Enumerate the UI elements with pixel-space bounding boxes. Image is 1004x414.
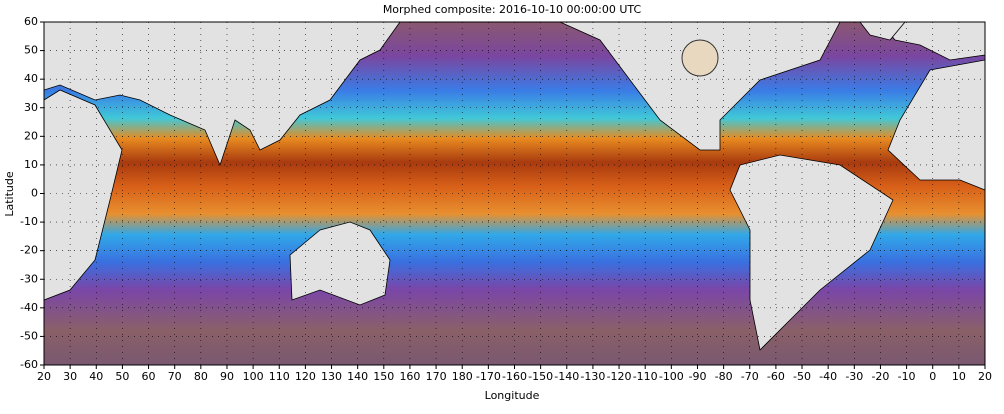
lon-tick-label: -140 <box>554 370 579 383</box>
lon-tick-label: -100 <box>659 370 684 383</box>
lat-tick-label: -10 <box>20 215 38 228</box>
lon-tick-label: 30 <box>63 370 77 383</box>
lat-tick-label: 20 <box>24 129 38 142</box>
north-america <box>559 21 841 151</box>
lon-tick-label: -160 <box>502 370 527 383</box>
lon-tick-label: 40 <box>89 370 103 383</box>
lon-tick-label: 90 <box>220 370 234 383</box>
lon-tick-label: 180 <box>452 370 473 383</box>
lat-tick-label: -20 <box>20 244 38 257</box>
x-axis-label: Longitude <box>485 389 540 402</box>
africa-east <box>43 89 123 301</box>
lon-tick-label: 70 <box>168 370 182 383</box>
lon-tick-label: -50 <box>793 370 811 383</box>
lon-tick-label: -90 <box>688 370 706 383</box>
lon-tick-label: -130 <box>580 370 605 383</box>
lat-ticks: 60 50 40 30 20 10 0 -10 -20 -30 -40 -50 -60 <box>20 15 44 371</box>
lon-tick-label: -20 <box>871 370 889 383</box>
lon-tick-label: 100 <box>243 370 264 383</box>
lon-tick-label: -30 <box>845 370 863 383</box>
lon-tick-label: 20 <box>978 370 992 383</box>
lon-tick-label: -70 <box>741 370 759 383</box>
lon-tick-label: 150 <box>373 370 394 383</box>
logo <box>681 39 719 77</box>
eurasia <box>43 21 401 167</box>
lon-tick-label: -40 <box>819 370 837 383</box>
lon-tick-label: 50 <box>115 370 129 383</box>
lon-tick-label: -10 <box>898 370 916 383</box>
africa-west <box>887 59 986 191</box>
lon-tick-label: -80 <box>715 370 733 383</box>
lat-tick-label: 60 <box>24 15 38 28</box>
lat-tick-label: -30 <box>20 272 38 285</box>
lon-tick-label: 10 <box>952 370 966 383</box>
south-america <box>729 154 894 351</box>
y-axis-label: Latitude <box>3 171 16 217</box>
lon-tick-label: 110 <box>269 370 290 383</box>
lat-tick-label: 10 <box>24 158 38 171</box>
lon-tick-label: 140 <box>347 370 368 383</box>
lon-ticks: 20 30 40 50 60 70 80 90 100 110 120 130 140 150 160 170… <box>37 365 992 383</box>
map-title: Morphed composite: 2016-10-10 00:00:00 U… <box>383 3 642 16</box>
lat-tick-label: 30 <box>24 101 38 114</box>
lon-tick-label: -150 <box>528 370 553 383</box>
lon-tick-label: 20 <box>37 370 51 383</box>
lat-tick-label: -50 <box>20 329 38 342</box>
lon-tick-label: 170 <box>426 370 447 383</box>
lon-tick-label: 60 <box>142 370 156 383</box>
australia <box>289 221 391 306</box>
lat-tick-label: 0 <box>31 187 38 200</box>
lat-tick-label: 40 <box>24 72 38 85</box>
lon-tick-label: 80 <box>194 370 208 383</box>
lon-tick-label: -60 <box>767 370 785 383</box>
lat-tick-label: -60 <box>20 358 38 371</box>
lat-tick-label: -40 <box>20 301 38 314</box>
lon-tick-label: -170 <box>476 370 501 383</box>
lon-tick-label: 0 <box>929 370 936 383</box>
lon-tick-label: 130 <box>321 370 342 383</box>
lon-tick-label: 160 <box>399 370 420 383</box>
lon-tick-label: -110 <box>633 370 658 383</box>
lon-tick-label: 120 <box>295 370 316 383</box>
continents <box>43 21 986 351</box>
lat-tick-label: 50 <box>24 44 38 57</box>
lon-tick-label: -120 <box>607 370 632 383</box>
